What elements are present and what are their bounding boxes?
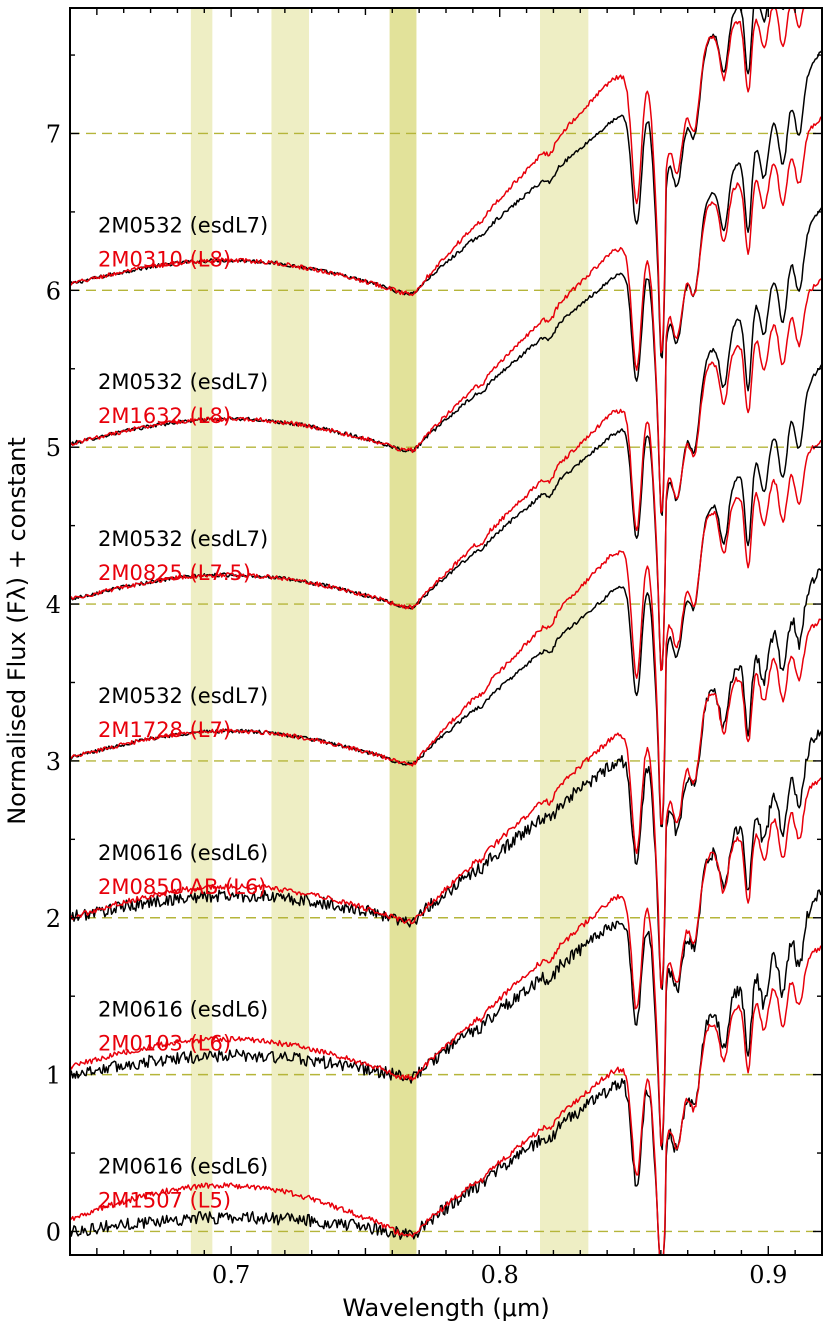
x-axis-title: Wavelength (μm) (342, 1294, 549, 1322)
y-tick-label-1: 1 (46, 1062, 61, 1090)
y-tick-label-5: 5 (46, 434, 61, 462)
y-tick-label-7: 7 (46, 120, 61, 148)
spectrum-black-6 (69, 729, 823, 1151)
y-tick-label-3: 3 (46, 748, 61, 776)
pair-label-red-4: 2M1728 (L7) (98, 718, 231, 742)
pair-label-black-1: 2M0532 (esdL7) (98, 213, 268, 237)
spectrum-red-2 (69, 116, 822, 514)
x-tick-label-0: 0.7 (212, 1261, 250, 1289)
spectrum-red-6 (69, 777, 823, 1147)
pair-label-black-3: 2M0532 (esdL7) (98, 527, 268, 551)
y-tick-label-0: 0 (46, 1218, 61, 1246)
shaded-bands (190, 8, 589, 1255)
spectrum-black-5 (69, 568, 823, 991)
spectrum-red-3 (69, 278, 823, 672)
x-tick-label-1: 0.8 (481, 1261, 519, 1289)
pair-label-black-7: 2M0616 (esdL6) (98, 1154, 268, 1178)
pair-label-black-2: 2M0532 (esdL7) (98, 370, 268, 394)
shaded-band-2 (271, 8, 310, 1255)
spectrum-red-1 (69, 7, 822, 354)
pair-label-black-5: 2M0616 (esdL6) (98, 841, 268, 865)
pair-label-black-4: 2M0532 (esdL7) (98, 684, 268, 708)
baseline-dashes (70, 132, 822, 1233)
shaded-band-1 (190, 8, 213, 1255)
pair-labels: 2M0532 (esdL7) 2M0310 (L8) 2M0532 (esdL7) 2… (98, 213, 268, 1212)
spectrum-red-5 (70, 618, 823, 989)
pair-label-red-5: 2M0850 AB (L6) (98, 875, 267, 899)
pair-label-red-7: 2M1507 (L5) (98, 1188, 231, 1212)
spectrum-black-4 (69, 363, 823, 828)
pair-label-red-1: 2M0310 (L8) (98, 247, 231, 271)
y-tick-label-2: 2 (46, 905, 61, 933)
shaded-band-3 (389, 8, 417, 1255)
y-axis-title: Normalised Flux (Fλ) + constant (3, 437, 31, 825)
plot-frame (69, 7, 823, 1256)
pair-label-black-6: 2M0616 (esdL6) (98, 998, 268, 1022)
spectrum-red-7 (69, 945, 823, 1256)
axis-ticks: 0 1 2 3 4 5 6 7 0.7 0.8 0.9 (46, 8, 823, 1289)
y-tick-label-6: 6 (46, 277, 61, 305)
spectrum-black-1 (69, 7, 822, 359)
spectrum-black-3 (69, 206, 823, 670)
pair-label-red-3: 2M0825 (L7.5) (98, 561, 251, 585)
y-tick-label-4: 4 (46, 591, 61, 619)
spectrum-black-2 (69, 49, 823, 516)
spectrum-red-4 (69, 439, 822, 825)
spectra-series (69, 7, 823, 1256)
pair-label-red-6: 2M0103 (L6) (98, 1032, 231, 1056)
x-tick-label-2: 0.9 (749, 1261, 787, 1289)
pair-label-red-2: 2M1632 (L8) (98, 404, 231, 428)
